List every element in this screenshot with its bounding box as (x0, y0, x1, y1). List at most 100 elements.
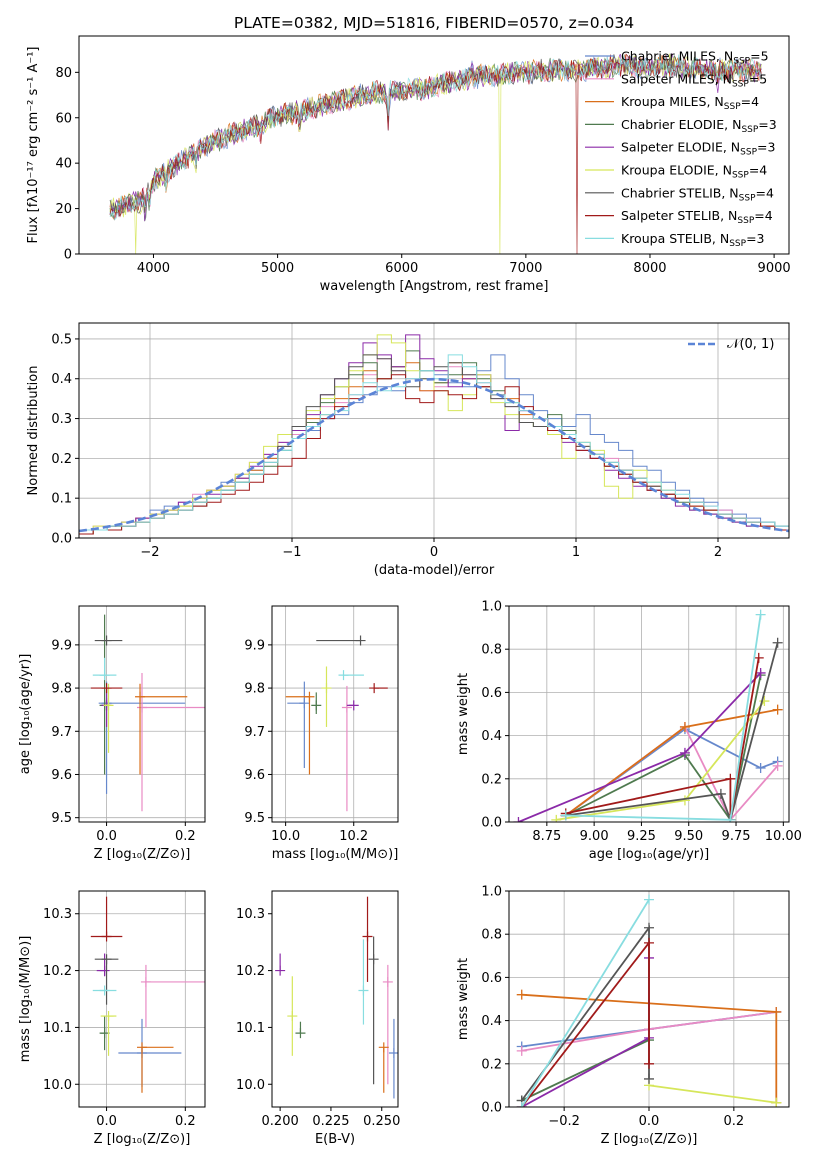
data-point (753, 652, 764, 663)
data-point (725, 814, 736, 822)
data-point (644, 894, 654, 905)
y-tick-label: 20 (55, 202, 72, 217)
x-tick-label: 0.200 (262, 1114, 299, 1129)
y-tick-label: 10.0 (43, 1078, 72, 1093)
data-point (771, 1097, 782, 1107)
data-point (101, 635, 112, 646)
weight-line (565, 657, 760, 820)
panel-spectrum: 4000 5000 6000 7000 8000 9000 0 20 40 60 80 wavelen… (26, 35, 791, 294)
x-tick-label: 0.2 (724, 1114, 745, 1129)
y-tick-label: 0.0 (51, 532, 72, 547)
x-tick-label: 10.2 (339, 829, 368, 844)
x-tick-label: 0.0 (639, 1114, 660, 1129)
data-point (755, 667, 766, 678)
data-point (772, 760, 783, 771)
legend-entry: Kroupa MILES, NSSP=4 (621, 94, 759, 112)
data-point (295, 1028, 306, 1039)
data-point (715, 788, 726, 799)
y-axis-label: mass weight (456, 958, 471, 1040)
x-tick-label: 0.225 (312, 1114, 349, 1129)
data-point (551, 814, 562, 822)
y-axis-label: mass weight (456, 673, 471, 755)
y-tick-label: 0.4 (481, 1014, 502, 1029)
panel-age_vs_Z: 0.0 0.2 9.5 9.6 9.7 9.8 9.9 Z [log₁₀(Z/Z⊙)] age … (18, 605, 206, 862)
x-axis-label: wavelength [Angstrom, rest frame] (320, 279, 549, 294)
legend-entry: Chabrier MILES, NSSP=5 (621, 49, 769, 67)
panel-weight_vs_age: 8.75 9.00 9.25 9.50 9.75 10.00 0.0 0.2 0.4 0.6 0.8… (456, 600, 802, 863)
plot-area (109, 53, 762, 254)
y-tick-label: 0.4 (51, 372, 72, 387)
weight-line (565, 642, 779, 822)
data-point (299, 698, 310, 709)
y-tick-label: 0.2 (481, 1057, 502, 1072)
y-axis-label: Flux [fλ10⁻¹⁷ erg cm⁻² s⁻¹ A⁻¹] (26, 47, 41, 244)
normal-curve (79, 377, 789, 533)
x-axis-label: mass [log₁₀(M/M⊙)] (272, 847, 399, 862)
y-tick-label: 9.7 (51, 725, 72, 740)
plot-area (90, 614, 205, 812)
y-tick-label: 9.5 (244, 811, 265, 826)
legend-entry: Salpeter ELODIE, NSSP=3 (621, 140, 775, 158)
x-tick-label: −1 (282, 545, 301, 560)
chart-title: PLATE=0382, MJD=51816, FIBERID=0570, z=0… (234, 14, 634, 32)
plot-area (516, 894, 782, 1107)
weight-line (565, 614, 762, 821)
x-tick-label: 7000 (509, 261, 542, 276)
data-point (771, 1006, 782, 1017)
y-tick-label: 10.3 (236, 907, 265, 922)
data-point (137, 1042, 147, 1053)
x-tick-label: 9.75 (722, 829, 751, 844)
y-tick-label: 1.0 (481, 885, 502, 900)
data-point (103, 700, 114, 711)
y-axis-label: age [log₁₀(age/yr)] (18, 654, 33, 775)
data-point (679, 747, 690, 758)
data-point (679, 795, 690, 806)
y-tick-label: 9.9 (51, 638, 72, 653)
y-tick-label: 0 (64, 248, 72, 263)
data-point (759, 696, 770, 707)
data-point (382, 976, 393, 987)
weight-line (565, 674, 762, 822)
axes-frame (78, 35, 790, 255)
panel-age_vs_mass: 10.0 10.2 9.5 9.6 9.7 9.8 9.9 mass [log₁₀(M/M⊙)… (244, 605, 399, 862)
data-point (513, 817, 524, 822)
panel-residuals: −2 −1 0 1 2 0.0 0.1 0.2 0.3 0.4 0.5 (data-model)/er… (26, 322, 790, 578)
data-point (772, 704, 783, 715)
data-point (378, 1042, 389, 1053)
spectrum-line (109, 54, 762, 221)
y-tick-label: 9.9 (244, 638, 265, 653)
data-point (99, 1028, 110, 1039)
y-tick-label: 10.0 (236, 1078, 265, 1093)
y-tick-label: 80 (55, 66, 72, 81)
data-point (772, 637, 783, 648)
y-tick-label: 0.8 (481, 643, 502, 658)
x-tick-label: 0 (430, 545, 438, 560)
x-tick-label: 9000 (758, 261, 791, 276)
legend-entry: Chabrier ELODIE, NSSP=3 (621, 117, 777, 135)
y-tick-label: 0.0 (481, 816, 502, 831)
y-tick-label: 0.0 (481, 1101, 502, 1116)
data-point (348, 700, 359, 711)
data-point (516, 1102, 527, 1107)
y-tick-label: 9.5 (51, 811, 72, 826)
legend-entry: 𝒩(0, 1) (727, 337, 774, 352)
y-tick-label: 10.3 (43, 907, 72, 922)
data-point (755, 763, 766, 773)
y-axis-label: mass [log₁₀(M/M⊙)] (18, 936, 33, 1063)
y-tick-label: 10.2 (43, 964, 72, 979)
data-point (560, 810, 571, 821)
x-axis-label: Z [log₁₀(Z/Z⊙)] (94, 847, 191, 862)
x-axis-label: Z [log₁₀(Z/Z⊙)] (94, 1132, 191, 1147)
plot-area (285, 635, 388, 812)
x-tick-label: 6000 (385, 261, 418, 276)
data-point (137, 702, 147, 713)
data-point (101, 683, 112, 694)
y-tick-label: 60 (55, 111, 72, 126)
x-axis-label: Z [log₁₀(Z/Z⊙)] (601, 1132, 698, 1147)
data-point (362, 931, 373, 942)
data-point (725, 773, 736, 784)
y-tick-label: 0.2 (481, 772, 502, 787)
x-tick-label: 5000 (261, 261, 294, 276)
y-tick-label: 10.1 (43, 1021, 72, 1036)
y-tick-label: 1.0 (481, 600, 502, 615)
